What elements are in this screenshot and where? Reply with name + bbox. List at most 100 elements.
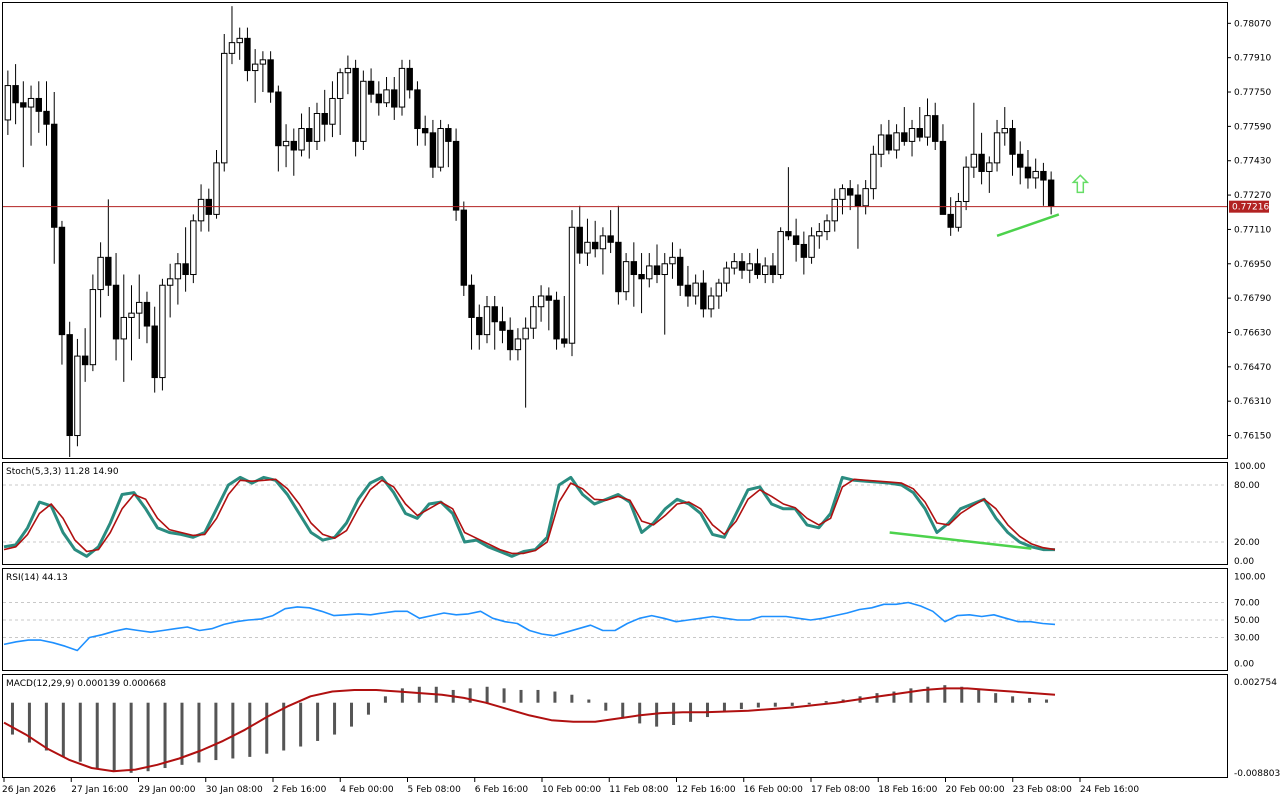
bull-candle	[298, 128, 305, 151]
stoch-signal-line	[3, 478, 1056, 555]
rsi-tick-label: 100.00	[1234, 572, 1266, 582]
bear-candle	[306, 128, 313, 142]
macd-histogram-bar	[44, 702, 48, 751]
bear-candle	[561, 338, 568, 344]
bear-candle	[676, 256, 684, 286]
buy-signal-arrow-icon	[1071, 174, 1090, 194]
bull-candle	[190, 220, 197, 276]
bear-candle	[607, 235, 614, 243]
bear-candle	[460, 209, 468, 286]
bear-candle	[885, 134, 893, 151]
bear-candle	[244, 37, 251, 72]
rsi-tick-label: 30.00	[1234, 633, 1260, 643]
macd-histogram-bar	[10, 702, 14, 735]
bear-candle	[468, 284, 475, 318]
stoch-tick-label: 20.00	[1234, 538, 1260, 548]
price-tick-label: 0.76950	[1234, 260, 1271, 270]
bear-candle	[901, 132, 908, 142]
bear-candle	[35, 97, 42, 112]
bear-candle	[375, 93, 383, 104]
price-tick-label: 0.77430	[1234, 157, 1271, 167]
bear-candle	[847, 188, 854, 196]
price-tick-label: 0.76470	[1234, 363, 1271, 373]
macd-histogram-bar	[655, 702, 659, 727]
price-divergence-line	[996, 213, 1060, 238]
macd-histogram-bar	[570, 694, 574, 703]
macd-histogram-bar	[265, 702, 269, 754]
bear-candle	[20, 102, 27, 108]
time-tick-label: 2 Feb 16:00	[273, 785, 327, 795]
rsi-panel[interactable]	[2, 568, 1228, 671]
macd-histogram-bar	[672, 702, 676, 726]
bull-candle	[97, 256, 104, 291]
bull-candle	[329, 97, 336, 125]
macd-histogram-bar	[638, 702, 642, 724]
macd-histogram-bar	[502, 688, 506, 703]
macd-histogram-bar	[536, 689, 540, 703]
bull-candle	[221, 52, 228, 164]
bear-candle	[738, 261, 746, 271]
macd-series: 0.002754 -0.008803	[3, 678, 1280, 779]
macd-histogram-bar	[943, 685, 947, 703]
macd-histogram-bar	[299, 702, 303, 747]
macd-histogram-bar	[909, 688, 913, 703]
bear-candle	[916, 128, 923, 138]
bull-candle	[166, 278, 174, 286]
bull-candle	[731, 261, 738, 269]
bull-candle	[522, 327, 529, 340]
bear-candle	[939, 140, 947, 215]
bull-candle	[877, 134, 885, 155]
bear-candle	[143, 301, 151, 327]
bull-candle	[120, 316, 127, 340]
macd-title: MACD(12,29,9) 0.000139 0.000668	[6, 679, 166, 689]
bull-candle	[955, 201, 962, 228]
rsi-tick-label: 50.00	[1234, 616, 1260, 626]
macd-histogram-bar	[366, 702, 370, 715]
macd-histogram-bar	[553, 691, 557, 703]
bull-candle	[344, 67, 352, 74]
price-tick-label: 0.76790	[1234, 294, 1271, 304]
bear-candle	[769, 265, 777, 276]
macd-histogram-bar	[61, 702, 65, 757]
time-tick-label: 4 Feb 00:00	[340, 785, 394, 795]
bull-candle	[89, 289, 97, 366]
time-tick-label: 10 Feb 00:00	[542, 785, 601, 795]
bear-candle	[275, 91, 282, 147]
bull-candle	[336, 72, 344, 99]
macd-panel[interactable]	[2, 674, 1228, 778]
time-tick-label: 11 Feb 08:00	[609, 785, 668, 795]
time-tick-label: 5 Feb 08:00	[408, 785, 462, 795]
price-tick-label: 0.77270	[1234, 191, 1271, 201]
bull-candle	[537, 295, 545, 308]
macd-histogram-bar	[621, 702, 625, 719]
bull-candle	[646, 265, 653, 280]
bear-candle	[1047, 179, 1055, 207]
macd-tick-label: -0.008803	[1234, 769, 1280, 779]
bear-candle	[406, 67, 413, 91]
bear-candle	[352, 67, 359, 142]
bear-candle	[105, 256, 112, 286]
bull-candle	[893, 132, 900, 151]
price-tick-label: 0.77750	[1234, 88, 1271, 98]
time-tick-label: 27 Jan 16:00	[71, 785, 128, 795]
bear-candle	[1024, 166, 1032, 179]
rsi-title: RSI(14) 44.13	[6, 573, 68, 583]
macd-histogram-bar	[824, 701, 828, 703]
bear-candle	[66, 334, 73, 437]
bull-candle	[584, 241, 591, 254]
bull-candle	[213, 162, 220, 215]
bull-candle	[236, 37, 243, 44]
macd-histogram-bar	[468, 688, 472, 703]
bull-candle	[228, 42, 236, 54]
time-tick-label: 18 Feb 16:00	[878, 785, 937, 795]
macd-signal-line	[3, 687, 1056, 773]
price-panel[interactable]	[2, 2, 1228, 459]
bear-candle	[506, 329, 514, 351]
bear-candle	[553, 299, 560, 340]
stochastic-panel[interactable]	[2, 462, 1228, 565]
time-tick-label: 29 Jan 00:00	[139, 785, 196, 795]
bear-candle	[978, 153, 985, 172]
macd-histogram-bar	[994, 693, 998, 703]
bear-candle	[653, 265, 661, 276]
